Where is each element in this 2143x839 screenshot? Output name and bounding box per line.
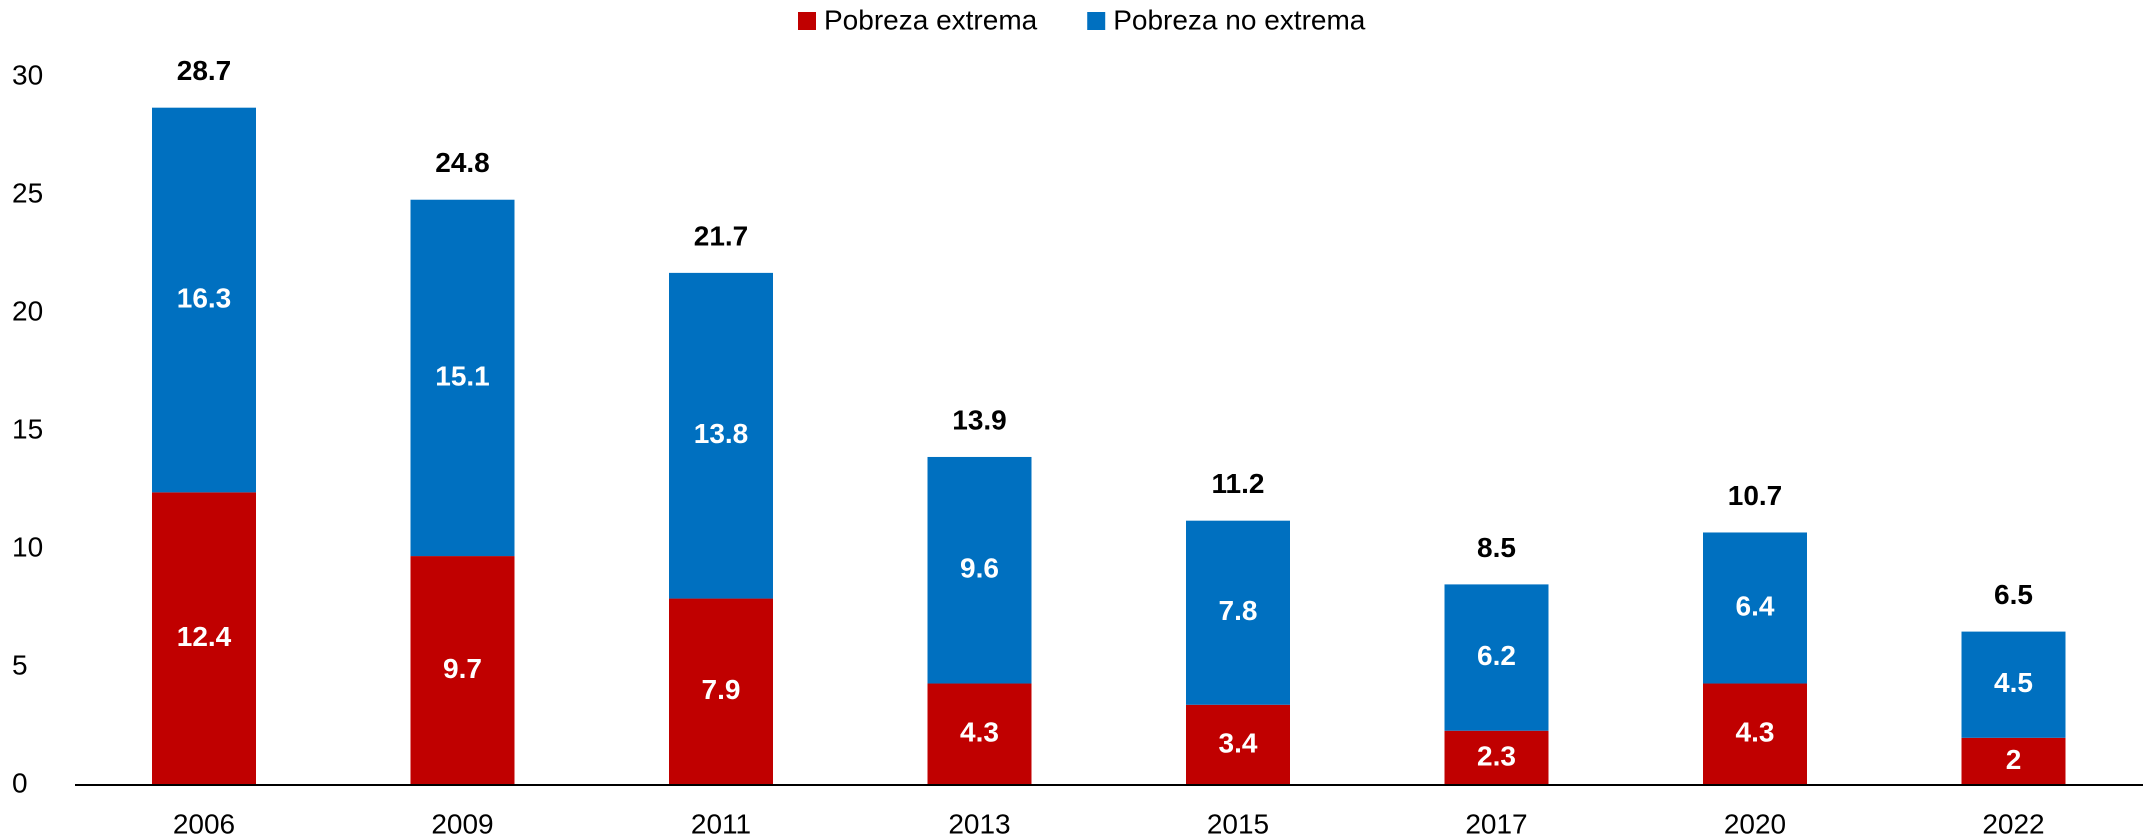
legend-swatch [1087, 12, 1106, 30]
y-tick-label: 5 [12, 649, 28, 680]
bar-segment [1961, 737, 2066, 785]
value-label: 13.8 [694, 418, 749, 449]
value-label: 16.3 [177, 282, 232, 313]
bar-segment [927, 683, 1032, 785]
y-tick-label: 30 [12, 59, 43, 90]
bar-segment [152, 107, 256, 493]
x-tick-label: 2009 [431, 808, 493, 839]
bar-segment [1703, 532, 1807, 684]
bar-segment [1444, 730, 1549, 785]
value-label: 9.6 [960, 553, 999, 584]
value-label: 9.7 [443, 653, 482, 684]
x-tick-label: 2013 [948, 808, 1010, 839]
x-tick-label: 2006 [173, 808, 235, 839]
value-label: 6.4 [1736, 590, 1775, 621]
bar-segment [927, 456, 1032, 684]
bar-segment [1186, 704, 1290, 785]
total-label: 28.7 [177, 55, 232, 86]
legend-label: Pobreza extrema [824, 4, 1038, 35]
total-label: 21.7 [694, 220, 749, 251]
total-label: 24.8 [435, 147, 490, 178]
total-label: 13.9 [952, 404, 1007, 435]
total-label: 6.5 [1994, 579, 2033, 610]
y-tick-label: 20 [12, 295, 43, 326]
value-label: 12.4 [177, 621, 232, 652]
x-tick-label: 2017 [1465, 808, 1527, 839]
x-tick-label: 2015 [1207, 808, 1269, 839]
value-label: 3.4 [1219, 727, 1258, 758]
value-label: 4.3 [960, 717, 999, 748]
value-label: 4.3 [1736, 717, 1775, 748]
bar-segment [1961, 631, 2066, 738]
bar-segment [1444, 584, 1549, 731]
value-label: 7.9 [702, 674, 741, 705]
bar-segment [1703, 683, 1807, 785]
total-label: 8.5 [1477, 532, 1516, 563]
bar-segment [152, 492, 256, 785]
value-label: 2.3 [1477, 740, 1516, 771]
total-label: 10.7 [1728, 480, 1783, 511]
bar-segment [669, 272, 773, 599]
bar-segment [1186, 520, 1290, 705]
bar-segment [410, 556, 515, 785]
y-tick-label: 25 [12, 177, 43, 208]
value-label: 6.2 [1477, 640, 1516, 671]
value-label: 7.8 [1219, 595, 1258, 626]
x-tick-label: 2022 [1982, 808, 2044, 839]
total-label: 11.2 [1212, 468, 1265, 499]
x-tick-label: 2011 [691, 808, 751, 839]
bar-segment [669, 598, 773, 785]
legend-swatch [798, 12, 816, 30]
value-label: 15.1 [435, 360, 490, 391]
y-tick-label: 0 [12, 767, 28, 798]
bar-segment [410, 199, 515, 557]
value-label: 2 [2006, 744, 2022, 775]
x-tick-label: 2020 [1724, 808, 1786, 839]
y-tick-label: 10 [12, 531, 43, 562]
legend-label: Pobreza no extrema [1113, 4, 1366, 35]
value-label: 4.5 [1994, 667, 2033, 698]
y-tick-label: 15 [12, 413, 43, 444]
